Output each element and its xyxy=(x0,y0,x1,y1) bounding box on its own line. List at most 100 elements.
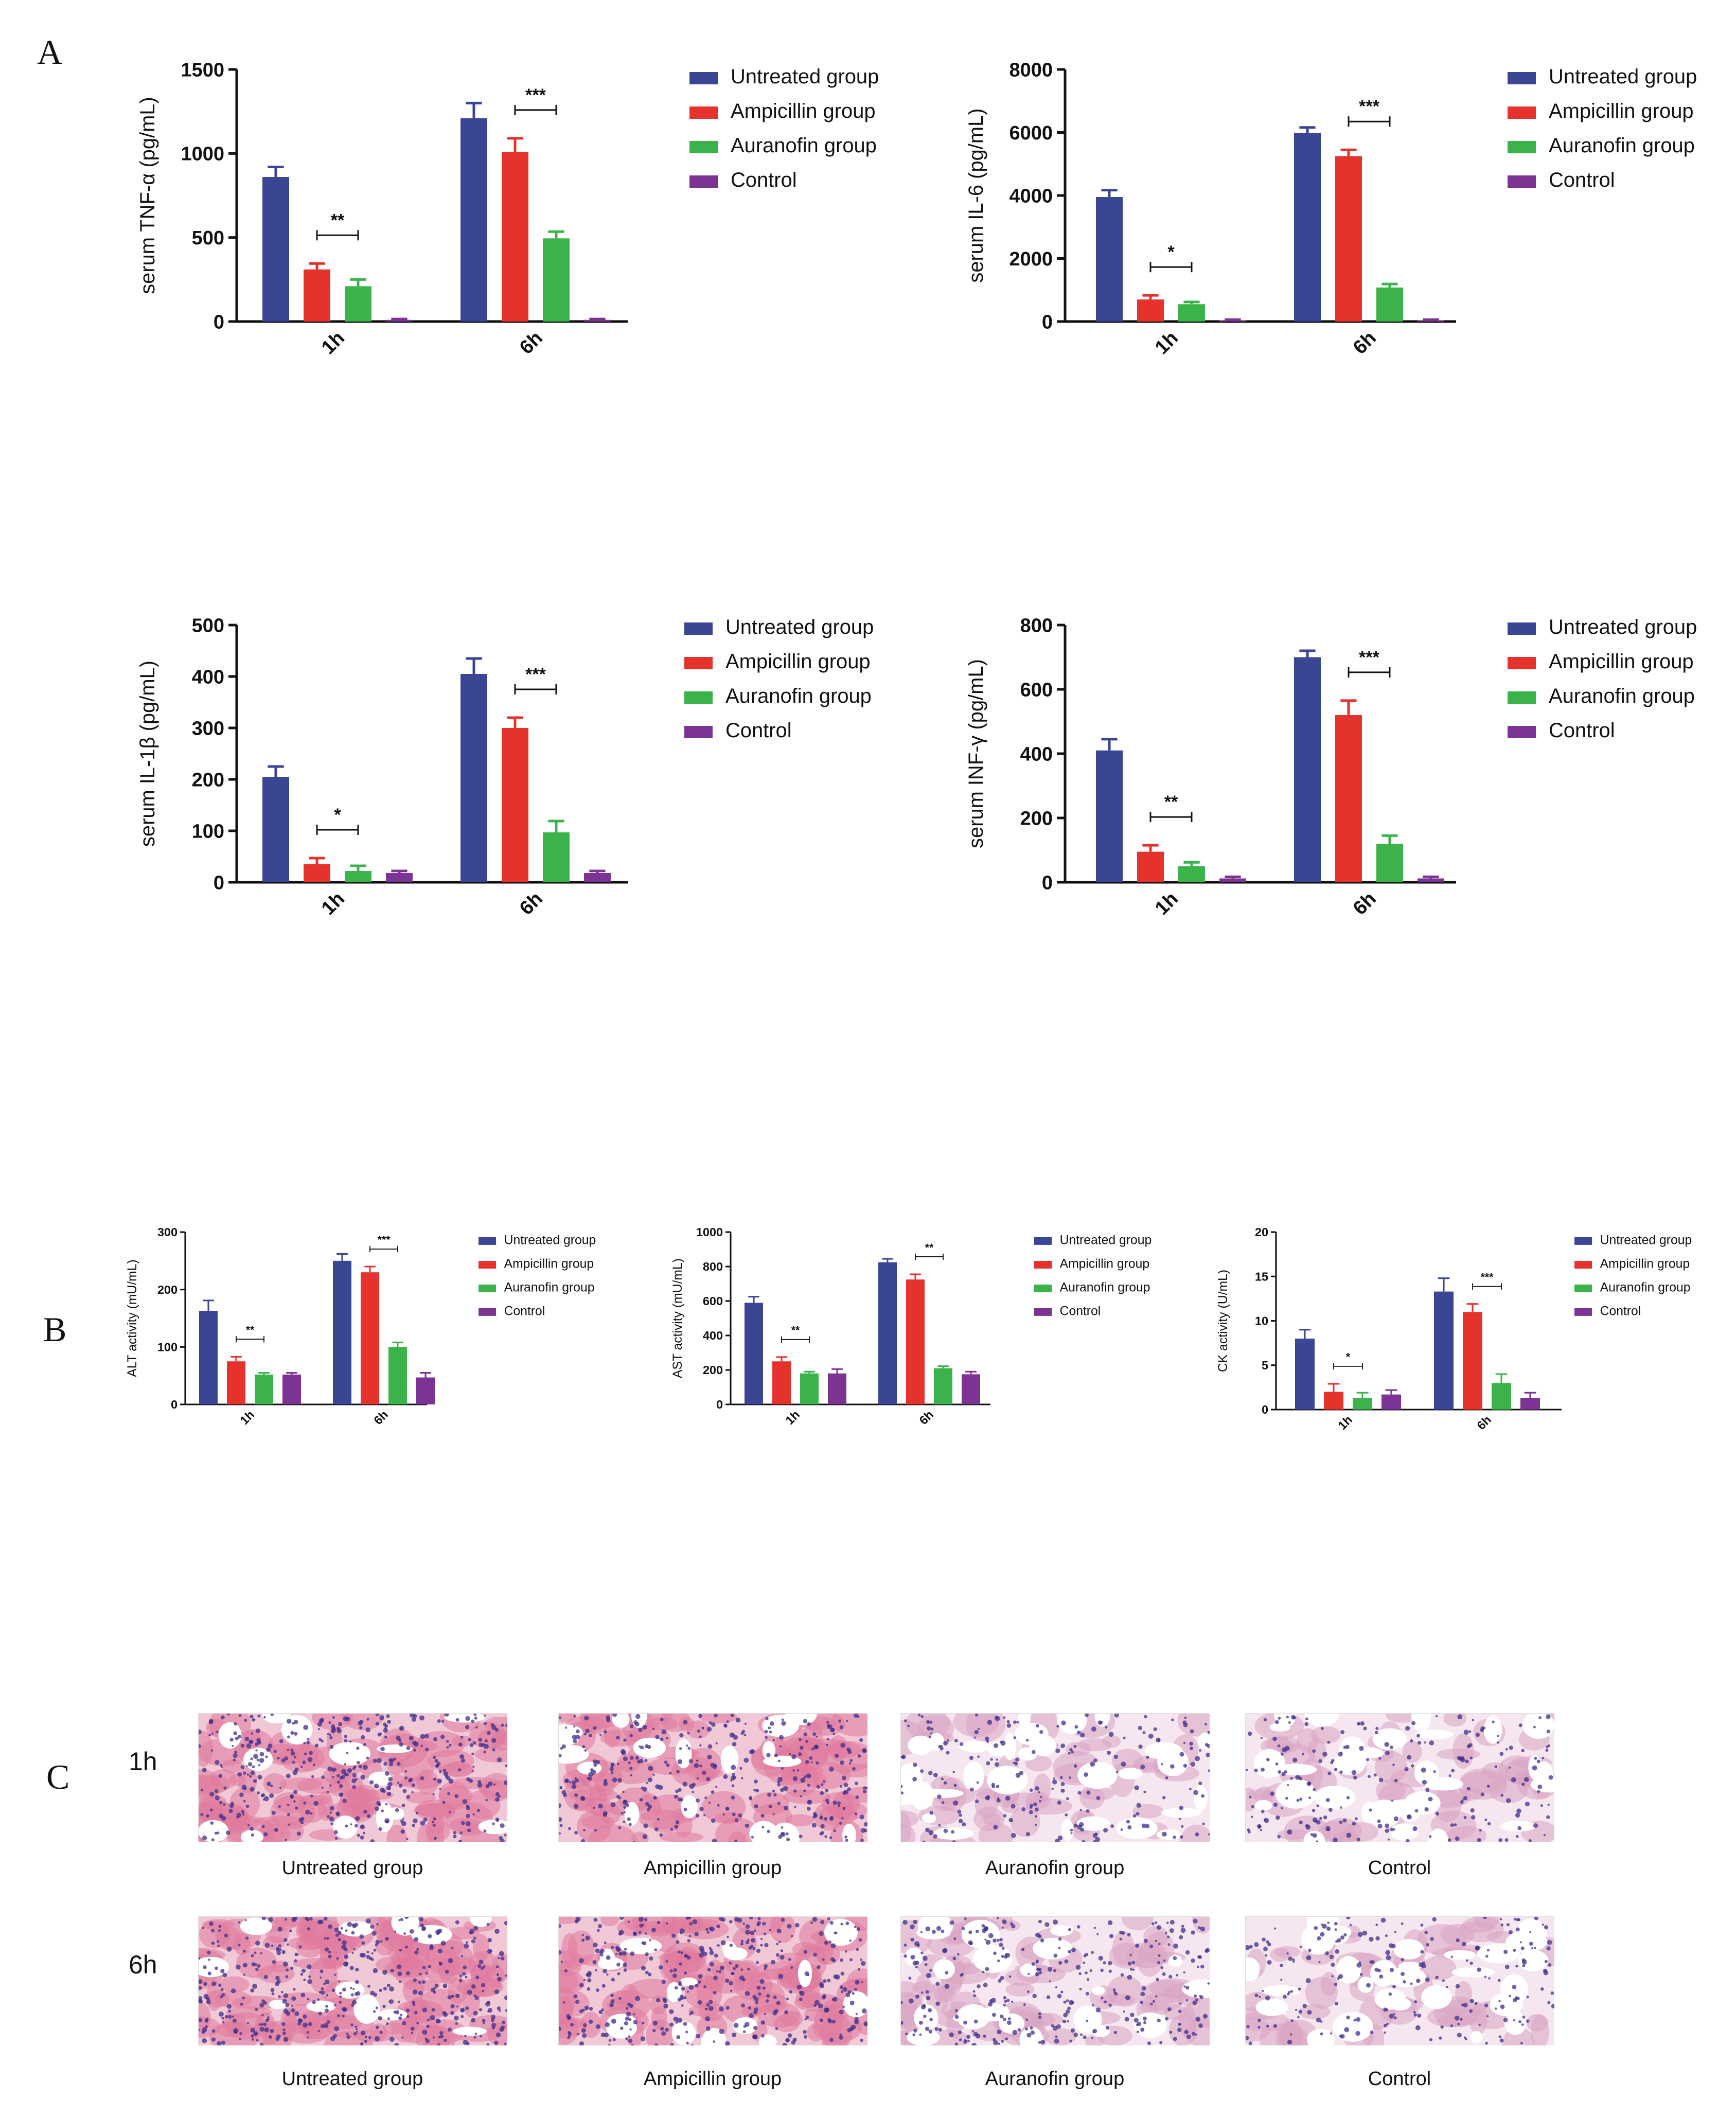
bar-1-1h xyxy=(262,777,289,882)
legend-label: Untreated group xyxy=(504,1234,596,1248)
significance-label: *** xyxy=(1359,648,1380,667)
tissue-texture xyxy=(175,1908,513,2059)
histology-image-control-1h xyxy=(1239,1702,1572,1855)
legend-swatch xyxy=(1508,175,1536,188)
legend-swatch xyxy=(1574,1308,1592,1316)
histology-image-auranofin-1h xyxy=(881,1704,1215,1859)
legend-label: Auranofin group xyxy=(1549,685,1695,707)
histology-caption: Ampicillin group xyxy=(643,1857,782,1879)
significance-label: * xyxy=(1167,242,1175,262)
y-tick-label: 1500 xyxy=(181,59,224,81)
y-tick-label: 0 xyxy=(716,1398,723,1411)
legend-swatch xyxy=(689,141,718,153)
bar-4-1h xyxy=(386,319,413,322)
y-tick-label: 300 xyxy=(157,1225,178,1239)
legend-swatch xyxy=(479,1308,497,1316)
bar-1-6h xyxy=(878,1262,897,1404)
legend-label: Ampicillin group xyxy=(1600,1257,1690,1271)
y-tick-label: 15 xyxy=(1255,1270,1268,1283)
bar-4-1h xyxy=(828,1373,846,1404)
panel-label-a: A xyxy=(37,32,63,72)
il1b-chart: 0 100 200 300 400 500 serum IL-1β (pg/mL) 1h * 6h… xyxy=(136,615,874,919)
y-tick-label: 100 xyxy=(192,821,224,842)
x-tick-label: 6h xyxy=(1474,1413,1494,1432)
bar-4-6h xyxy=(584,873,611,882)
bar-4-1h xyxy=(1219,878,1246,882)
bar-1-1h xyxy=(745,1303,763,1404)
legend-label: Untreated group xyxy=(1600,1234,1692,1248)
legend-swatch xyxy=(1508,106,1536,119)
legend-label: Untreated group xyxy=(1549,616,1697,638)
histology-caption: Control xyxy=(1368,1857,1431,1879)
legend-swatch xyxy=(684,726,713,738)
bar-4-6h xyxy=(1520,1398,1540,1410)
bar-2-1h xyxy=(1324,1392,1343,1410)
bar-2-6h xyxy=(502,152,528,322)
bar-2-6h xyxy=(1335,715,1362,882)
legend-swatch xyxy=(684,622,713,635)
x-tick-label: 1h xyxy=(317,888,349,919)
x-tick-label: 1h xyxy=(237,1408,257,1427)
bar-3-6h xyxy=(1492,1383,1511,1410)
histology-image-untreated-6h xyxy=(175,1908,513,2059)
histology-image-ampicillin-6h xyxy=(540,1903,884,2059)
legend-swatch xyxy=(1508,141,1536,153)
alt-chart: 0 100 200 300 ALT activity (mU/mL) 1h ** 6h *** U… xyxy=(126,1225,596,1427)
bar-2-1h xyxy=(304,864,330,882)
bar-3-1h xyxy=(1353,1398,1372,1410)
bar-4-1h xyxy=(1381,1394,1401,1410)
bar-3-6h xyxy=(1376,844,1403,882)
bar-1-6h xyxy=(1294,133,1321,322)
bar-3-6h xyxy=(388,1347,407,1404)
x-tick-label: 6h xyxy=(1349,327,1380,359)
legend-swatch xyxy=(684,657,713,669)
histology-row-label-6h: 6h xyxy=(129,1950,157,1979)
legend-label: Control xyxy=(725,719,792,742)
legend-swatch xyxy=(1508,726,1536,738)
tissue-texture xyxy=(886,1902,1233,2056)
y-tick-label: 300 xyxy=(192,718,224,739)
legend-swatch xyxy=(1508,72,1536,84)
legend-label: Ampicillin group xyxy=(731,100,876,122)
legend-swatch xyxy=(1508,622,1536,635)
y-tick-label: 200 xyxy=(157,1283,178,1296)
legend-label: Control xyxy=(1600,1305,1641,1319)
histology-image-untreated-1h xyxy=(177,1701,530,1859)
legend-swatch xyxy=(1508,691,1536,704)
panel-label-c: C xyxy=(46,1757,70,1796)
significance-label: *** xyxy=(378,1234,391,1246)
y-tick-label: 0 xyxy=(1042,311,1053,333)
legend-label: Ampicillin group xyxy=(504,1257,594,1271)
bar-1-1h xyxy=(1096,750,1123,882)
y-tick-label: 100 xyxy=(157,1341,178,1354)
legend-label: Ampicillin group xyxy=(1549,100,1694,122)
bar-2-6h xyxy=(361,1272,379,1404)
legend-label: Control xyxy=(504,1305,545,1319)
bar-4-1h xyxy=(386,873,413,882)
legend-label: Auranofin group xyxy=(1060,1281,1150,1295)
legend-label: Ampicillin group xyxy=(1549,650,1694,673)
legend-label: Auranofin group xyxy=(504,1281,595,1295)
significance-label: * xyxy=(334,805,341,825)
bar-2-6h xyxy=(1335,156,1362,322)
bar-4-6h xyxy=(416,1377,435,1404)
significance-label: * xyxy=(1346,1351,1351,1363)
histology-image-auranofin-6h xyxy=(886,1902,1233,2056)
y-axis-label: CK activity (U/mL) xyxy=(1216,1270,1230,1372)
y-tick-label: 0 xyxy=(171,1398,178,1411)
bar-3-1h xyxy=(800,1373,819,1404)
legend-label: Ampicillin group xyxy=(1060,1257,1149,1271)
y-tick-label: 10 xyxy=(1255,1314,1268,1328)
legend-label: Auranofin group xyxy=(1549,134,1695,157)
significance-label: *** xyxy=(525,85,546,105)
histology-caption: Auranofin group xyxy=(985,2068,1125,2090)
y-tick-label: 800 xyxy=(703,1260,723,1273)
legend-label: Auranofin group xyxy=(731,134,877,157)
tissue-texture xyxy=(881,1704,1215,1859)
bar-3-6h xyxy=(1376,287,1403,322)
ck-chart: 0 5 10 15 20 CK activity (U/mL) 1h * 6h *** Untrea… xyxy=(1216,1225,1692,1432)
legend-swatch xyxy=(1034,1285,1052,1292)
y-axis-label: serum IL-6 (pg/mL) xyxy=(965,108,987,282)
bar-3-1h xyxy=(345,871,371,882)
significance-label: ** xyxy=(925,1242,934,1254)
